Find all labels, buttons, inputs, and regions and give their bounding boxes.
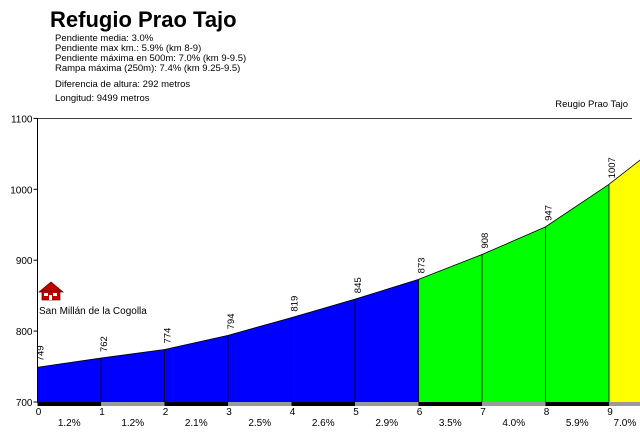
km-bar-segment [292, 402, 356, 406]
km-bar-segment [609, 402, 640, 406]
stats-block: Pendiente media: 3.0%Pendiente max km.: … [55, 33, 246, 104]
chart-title: Refugio Prao Tajo [50, 7, 237, 32]
km-bar-segment [482, 402, 546, 406]
segment-5 [355, 279, 419, 402]
km-bar-segment [228, 402, 292, 406]
km-bar-segment [38, 402, 102, 406]
x-tick-label: 1 [99, 407, 105, 418]
segment-0 [38, 358, 102, 402]
elevation-label: 908 [480, 233, 491, 249]
elevation-label: 819 [290, 296, 301, 312]
x-tick-label: 5 [353, 407, 359, 418]
gradient-label: 3.5% [439, 418, 462, 429]
segment-8 [546, 184, 610, 402]
elevation-label: 794 [226, 313, 237, 329]
gradient-label: 2.5% [248, 418, 271, 429]
segment-7 [482, 227, 546, 402]
y-tick-label: 1100 [11, 114, 33, 125]
km-bar-segment [165, 402, 229, 406]
gradient-label: 1.2% [121, 418, 144, 429]
segment-3 [228, 318, 292, 402]
km-bar-segment [355, 402, 419, 406]
y-tick-label: 900 [16, 256, 33, 267]
gradient-label: 5.9% [566, 418, 589, 429]
km-bar-segment [419, 402, 483, 406]
x-tick-label: 7 [480, 407, 486, 418]
segment-6 [419, 255, 483, 402]
segment-9 [609, 160, 640, 402]
elevation-label: 873 [417, 257, 428, 273]
start-annotation: San Millán de la Cogolla [39, 306, 147, 317]
gradient-label: 2.9% [375, 418, 398, 429]
x-tick-label: 3 [226, 407, 232, 418]
house-icon [39, 282, 63, 300]
elevation-label: 1007 [607, 157, 618, 178]
km-bar-segment [546, 402, 610, 406]
elevation-label: 749 [36, 345, 47, 361]
elevation-label: 774 [163, 328, 174, 344]
end-annotation: Reugio Prao Tajo [555, 99, 628, 110]
elevation-label: 947 [544, 205, 555, 221]
y-tick-label: 1000 [10, 185, 33, 196]
gradient-label: 4.0% [502, 418, 525, 429]
elevation-label: 762 [99, 336, 110, 352]
x-tick-label: 9 [607, 407, 613, 418]
gradient-label: 1.2% [58, 418, 81, 429]
x-tick-label: 8 [544, 407, 550, 418]
stat-line: Longitud: 9499 metros [55, 93, 150, 104]
y-tick-label: 800 [16, 327, 33, 338]
gradient-label: 7.0% [613, 418, 636, 429]
stat-line: Diferencia de altura: 292 metros [55, 79, 190, 90]
x-tick-label: 6 [417, 407, 423, 418]
x-tick-label: 4 [290, 407, 296, 418]
km-bar-segment [101, 402, 165, 406]
segment-1 [101, 350, 165, 402]
y-tick-label: 700 [16, 398, 33, 409]
gradient-label: 2.6% [312, 418, 335, 429]
elevation-label: 845 [353, 277, 364, 293]
x-tick-label: 2 [163, 407, 169, 418]
segment-2 [165, 335, 229, 402]
plot-area: 700 800 900 1000 1100 0 1 2 3 4 5 6 7 8 9 1.2% 1.2% 2.1% 2… [10, 99, 640, 429]
stat-line: Rampa máxima (250m): 7.4% (km 9.25-9.5) [55, 63, 240, 74]
x-tick-label: 0 [36, 407, 42, 418]
gradient-label: 2.1% [185, 418, 208, 429]
